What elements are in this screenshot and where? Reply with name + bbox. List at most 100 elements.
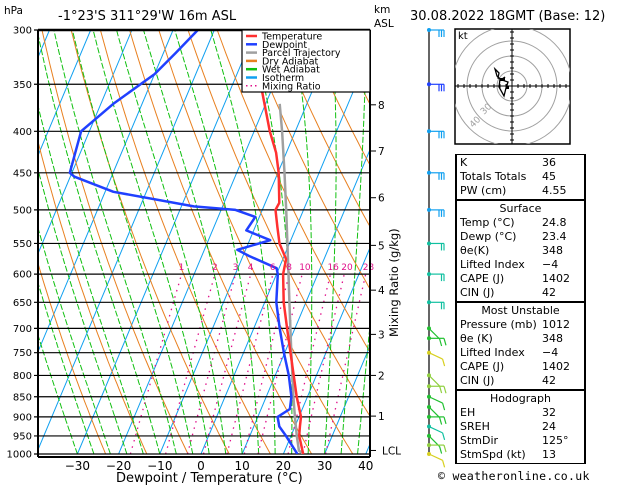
- pressure-tick-label: 650: [13, 298, 32, 309]
- wind-barb: [427, 404, 443, 425]
- index-value: 348: [542, 244, 563, 257]
- mixing-ratio-label: 10: [299, 263, 311, 273]
- index-label: CAPE (J): [460, 360, 505, 373]
- barb-flag: [439, 338, 443, 347]
- barb-shaft: [428, 426, 443, 434]
- pressure-tick-label: 350: [13, 80, 32, 91]
- pressure-tick-label: 300: [13, 26, 32, 37]
- mixing-ratio-label: 28: [363, 263, 375, 273]
- index-value: 348: [542, 332, 563, 345]
- wet-adiabat-line: [38, 32, 161, 454]
- dry-adiabat-line: [216, 30, 370, 354]
- index-value: 45: [542, 170, 556, 183]
- index-row: EH 32: [460, 406, 581, 420]
- barb-flag: [442, 432, 446, 441]
- index-label: Pressure (mb): [460, 318, 537, 331]
- temperature-tick-label: 30: [317, 459, 332, 473]
- wind-barb: [427, 373, 443, 394]
- index-value: 1402: [542, 360, 570, 373]
- barb-flag: [443, 416, 447, 425]
- pressure-tick-label: 600: [13, 270, 32, 281]
- km-unit-label: km: [374, 4, 390, 16]
- sounding-profiles: [68, 30, 305, 454]
- pressure-unit-label: hPa: [4, 5, 23, 17]
- index-label: PW (cm): [460, 184, 507, 197]
- mixing-ratio-label: 8: [286, 263, 292, 273]
- pressure-tick-label: 900: [13, 412, 32, 423]
- isotherm-line: [38, 30, 174, 353]
- mixing-ratio-line: [226, 273, 274, 454]
- index-row: θe (K) 348: [460, 332, 581, 346]
- pressure-tick-label: 400: [13, 127, 32, 138]
- index-row: CIN (J) 42: [460, 374, 581, 388]
- isotherm-line: [200, 50, 370, 454]
- km-tick-label: 3: [378, 329, 385, 341]
- index-row: StmDir 125°: [460, 434, 581, 448]
- wet-adiabat-line: [340, 30, 367, 454]
- index-row: Lifted Index −4: [460, 346, 581, 360]
- wet-adiabat-line: [38, 103, 144, 454]
- temperature-tick-label: 0: [197, 459, 205, 473]
- legend-label: Temperature: [261, 32, 322, 43]
- wind-barb: [427, 28, 445, 37]
- index-label: Dewp (°C): [460, 230, 517, 243]
- wind-barb: [427, 336, 447, 346]
- wind-barb: [427, 129, 445, 139]
- location-title: -1°23'S 311°29'W 16m ASL: [58, 9, 237, 24]
- dry-adiabat-line: [245, 30, 370, 290]
- index-row: K 36: [460, 156, 581, 170]
- general-indices-box: K 36 Totals Totals 45 PW (cm) 4.55: [455, 154, 586, 200]
- index-value: 23.4: [542, 230, 567, 243]
- datetime-title: 30.08.2022 18GMT (Base: 12): [410, 9, 605, 24]
- index-row: Totals Totals 45: [460, 170, 581, 184]
- mixing-ratio-label: 20: [341, 263, 353, 273]
- wet-adiabat-line: [71, 30, 194, 454]
- index-label: Temp (°C): [460, 216, 515, 229]
- barb-shaft: [428, 453, 443, 461]
- index-row: PW (cm) 4.55: [460, 184, 581, 198]
- barb-shaft: [428, 396, 443, 404]
- barb-flag: [443, 386, 447, 394]
- pressure-tick-label: 950: [13, 431, 32, 442]
- pressure-tick-label: 700: [13, 324, 32, 335]
- wind-barb: [427, 326, 443, 347]
- wet-adiabat-line: [210, 30, 276, 454]
- index-value: 1012: [542, 318, 570, 331]
- index-label: θe(K): [460, 244, 490, 257]
- index-value: 24.8: [542, 216, 567, 229]
- hodograph-title: Hodograph: [490, 392, 551, 405]
- isotherm-line: [38, 30, 215, 452]
- wind-barb: [427, 241, 445, 251]
- index-value: 32: [542, 406, 556, 419]
- x-axis-label: Dewpoint / Temperature (°C): [116, 471, 303, 486]
- isotherm-line: [282, 246, 370, 454]
- km-tick-label: 2: [378, 370, 385, 382]
- km-tick-label: 8: [378, 100, 385, 112]
- index-value: 4.55: [542, 184, 567, 197]
- index-row: Pressure (mb) 1012: [460, 318, 581, 332]
- barb-flag: [443, 444, 447, 453]
- surface-indices-box: Surface Temp (°C) 24.8 Dewp (°C) 23.4 θe(K) 3…: [455, 200, 586, 302]
- temperature-tick-label: −10: [147, 459, 172, 473]
- wet-adiabat-line: [250, 30, 293, 454]
- dewpoint-profile: [68, 30, 299, 454]
- wind-barb: [427, 170, 445, 180]
- barb-flag: [442, 402, 446, 411]
- barb-flag: [443, 338, 447, 346]
- wet-adiabat-line: [357, 319, 370, 454]
- pressure-tick-label: 1000: [7, 450, 32, 461]
- isotherm-line: [38, 30, 133, 255]
- temperature-tick-label: 20: [276, 459, 291, 473]
- wind-barb: [427, 452, 446, 468]
- pressure-tick-label: 750: [13, 348, 32, 359]
- legend-label: Wet Adiabat: [262, 65, 320, 76]
- surface-title: Surface: [499, 202, 542, 215]
- barb-shaft: [428, 406, 441, 419]
- index-row: CAPE (J) 1402: [460, 272, 581, 286]
- index-label: EH: [460, 406, 476, 419]
- barb-flag: [439, 446, 443, 454]
- wind-barb: [427, 414, 447, 425]
- dry-adiabat-line: [275, 30, 370, 228]
